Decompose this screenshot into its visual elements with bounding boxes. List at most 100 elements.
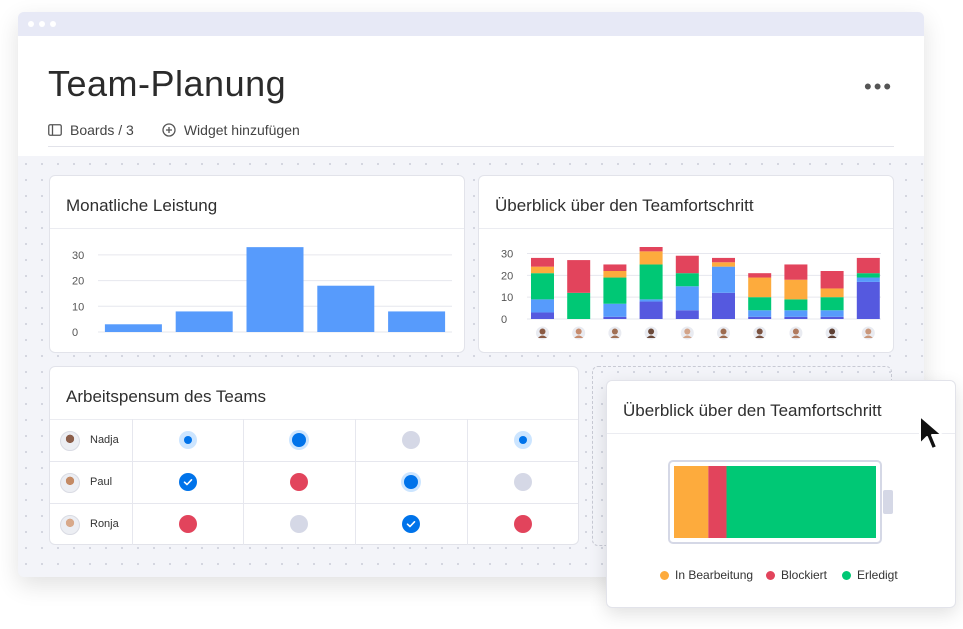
status-active[interactable] bbox=[404, 475, 418, 489]
status-pending[interactable] bbox=[178, 431, 197, 449]
status-cell[interactable] bbox=[467, 461, 578, 504]
y-tick-label: 0 bbox=[72, 327, 78, 339]
y-tick-label: 0 bbox=[501, 314, 507, 326]
stacked-bar-segment bbox=[603, 316, 627, 319]
avatar-body bbox=[755, 335, 765, 338]
avatar-icon bbox=[756, 328, 763, 335]
avatar-icon bbox=[611, 328, 618, 335]
legend-swatch bbox=[660, 570, 669, 580]
stacked-bar-segment bbox=[748, 297, 772, 311]
avatar bbox=[60, 515, 80, 535]
avatar-icon bbox=[539, 328, 546, 335]
avatar bbox=[60, 431, 80, 451]
person-cell: Nadja bbox=[50, 419, 133, 462]
status-done[interactable] bbox=[402, 515, 420, 533]
card-title: Arbeitspensum des Teams bbox=[66, 387, 267, 406]
progress-battery-card[interactable]: Überblick über den Teamfortschritt bbox=[606, 380, 956, 608]
legend-item-done: Erledigt bbox=[842, 568, 898, 582]
status-cell[interactable] bbox=[132, 419, 244, 462]
status-empty[interactable] bbox=[402, 431, 420, 449]
monthly-performance-card[interactable]: Monatliche Leistung 0 10 20 30 bbox=[49, 175, 465, 353]
status-blocked[interactable] bbox=[178, 515, 197, 533]
stacked-bar-segment bbox=[639, 299, 663, 302]
status-cell[interactable] bbox=[243, 503, 356, 545]
bar bbox=[388, 311, 446, 332]
status-blocked[interactable] bbox=[290, 473, 308, 491]
avatar-icon bbox=[575, 328, 582, 335]
bar bbox=[317, 285, 375, 332]
stacked-bar-segment bbox=[856, 257, 880, 274]
status-cell[interactable] bbox=[355, 503, 468, 545]
y-tick-label: 10 bbox=[72, 301, 84, 313]
status-blocked[interactable] bbox=[513, 515, 532, 533]
status-pending[interactable] bbox=[513, 431, 532, 449]
status-cell[interactable] bbox=[243, 461, 356, 504]
avatar-body bbox=[574, 335, 584, 338]
monthly-bar-chart: 0 10 20 30 bbox=[72, 247, 452, 339]
stacked-bar-segment bbox=[567, 260, 591, 293]
stacked-bar-segment bbox=[639, 247, 663, 252]
team-progress-card[interactable]: Überblick über den Teamfortschritt 0 10 20… bbox=[478, 175, 894, 353]
status-active[interactable] bbox=[292, 433, 306, 447]
card-divider bbox=[479, 228, 893, 229]
status-dot-icon bbox=[518, 436, 527, 444]
battery-cap bbox=[883, 490, 893, 514]
legend-label: In Bearbeitung bbox=[675, 568, 754, 582]
avatar-body bbox=[791, 335, 801, 338]
status-cell[interactable] bbox=[355, 461, 468, 504]
stacked-bar-segment bbox=[784, 316, 808, 319]
add-widget-button[interactable]: Widget hinzufügen bbox=[162, 122, 300, 138]
stacked-bar-segment bbox=[675, 286, 699, 311]
stacked-bar-segment bbox=[603, 264, 627, 271]
stacked-bar-segment bbox=[712, 292, 735, 319]
sidebar-icon bbox=[48, 124, 62, 136]
card-title: Monatliche Leistung bbox=[66, 196, 218, 215]
status-done[interactable] bbox=[178, 473, 197, 491]
boards-link[interactable]: Boards / 3 bbox=[48, 122, 134, 138]
bar bbox=[246, 247, 304, 332]
legend-item-in-progress: In Bearbeitung bbox=[660, 568, 753, 582]
stacked-bar-segment bbox=[820, 297, 844, 311]
battery-segment bbox=[674, 466, 709, 538]
stacked-bar-segment bbox=[748, 277, 772, 298]
stacked-bar-segment bbox=[784, 264, 808, 280]
status-cell[interactable] bbox=[243, 419, 356, 462]
status-cell[interactable] bbox=[467, 419, 578, 462]
status-cell[interactable] bbox=[467, 503, 578, 545]
stacked-bar-segment bbox=[603, 303, 627, 317]
status-empty[interactable] bbox=[290, 515, 308, 533]
avatar-body bbox=[682, 335, 692, 338]
stacked-bar-segment bbox=[712, 262, 735, 267]
status-empty[interactable] bbox=[513, 473, 532, 491]
window-dot bbox=[28, 21, 34, 27]
avatar-body bbox=[719, 335, 728, 338]
check-icon bbox=[406, 521, 416, 528]
stacked-bar-segment bbox=[712, 266, 735, 293]
bar bbox=[104, 324, 162, 332]
card-divider bbox=[607, 433, 955, 434]
battery-segment bbox=[708, 466, 727, 538]
status-cell[interactable] bbox=[132, 461, 244, 504]
workload-card[interactable]: Arbeitspensum des Teams Nadja Paul Ronja bbox=[49, 366, 579, 545]
avatar-icon bbox=[720, 328, 727, 335]
status-cell[interactable] bbox=[355, 419, 468, 462]
person-cell: Paul bbox=[50, 461, 133, 504]
status-cell[interactable] bbox=[132, 503, 244, 545]
stacked-bar-segment bbox=[603, 271, 627, 278]
legend-label: Blockiert bbox=[781, 568, 828, 582]
avatar-body bbox=[538, 335, 547, 338]
stacked-bar-chart: 0 10 20 30 bbox=[501, 247, 881, 340]
add-widget-label: Widget hinzufügen bbox=[183, 122, 300, 138]
stacked-bar-segment bbox=[531, 266, 554, 274]
stacked-bar-segment bbox=[531, 273, 554, 300]
card-title: Überblick über den Teamfortschritt bbox=[495, 196, 754, 215]
stacked-bar-segment bbox=[567, 292, 591, 319]
stacked-bar-segment bbox=[748, 316, 772, 319]
stacked-bar-segment bbox=[820, 310, 844, 317]
legend-swatch bbox=[842, 570, 851, 580]
stacked-bar-segment bbox=[675, 255, 699, 274]
y-tick-label: 30 bbox=[501, 249, 513, 261]
mouse-pointer-icon bbox=[919, 415, 943, 450]
more-options-button[interactable]: ••• bbox=[864, 74, 894, 99]
stacked-bar-segment bbox=[784, 279, 808, 300]
